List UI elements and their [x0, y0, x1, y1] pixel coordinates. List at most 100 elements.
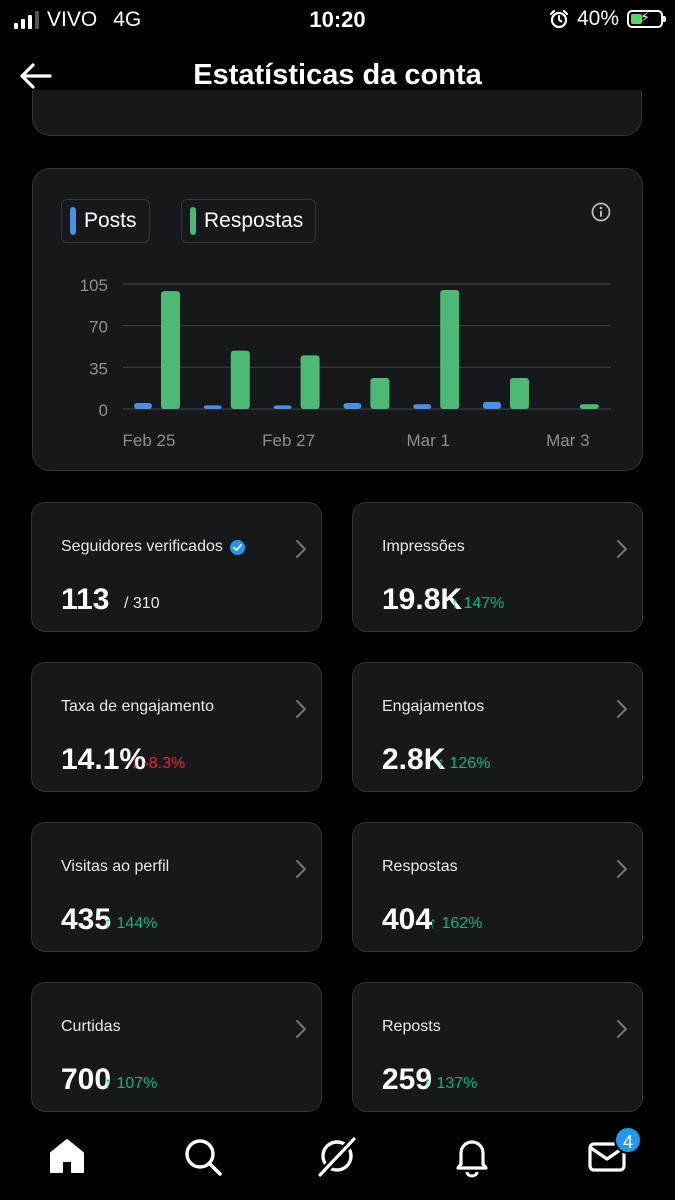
stat-card-reposts[interactable]: Reposts 259 ↑ 137%: [352, 982, 643, 1112]
bar-respostas-mar-1: [440, 289, 460, 409]
y-tick-label: 35: [89, 359, 108, 378]
search-icon[interactable]: [180, 1134, 224, 1178]
stat-value: 19.8K: [382, 583, 463, 616]
page-header: Estatísticas da conta: [0, 46, 675, 106]
stat-card-verified-followers[interactable]: Seguidores verificados 113 / 310: [31, 502, 322, 632]
bar-posts-feb-28: [343, 403, 362, 409]
bar-respostas-mar-2: [510, 378, 529, 409]
stat-card-engagements[interactable]: Engajamentos 2.8K ↑ 126%: [352, 662, 643, 792]
chevron-right-icon: [617, 540, 627, 558]
bar-posts-feb-27: [273, 405, 292, 409]
stat-label-text: Seguidores verificados: [61, 538, 223, 555]
back-arrow-icon[interactable]: [18, 60, 54, 92]
stat-label-text: Respostas: [382, 858, 458, 875]
x-tick-label: Mar 3: [546, 431, 589, 450]
status-bar-left: VIVO 4G: [14, 8, 141, 32]
mail-icon[interactable]: [585, 1134, 629, 1178]
x-tick-label: Mar 1: [406, 431, 449, 450]
stat-card-replies[interactable]: Respostas 404 ↑ 162%: [352, 822, 643, 952]
bottom-tab-bar: [0, 1112, 675, 1200]
stat-card-impressions[interactable]: Impressões 19.8K ↑ 147%: [352, 502, 643, 632]
chevron-right-icon: [296, 860, 306, 878]
chevron-right-icon: [617, 1020, 627, 1038]
chevron-right-icon: [617, 860, 627, 878]
chevron-right-icon: [617, 700, 627, 718]
stat-label-text: Impressões: [382, 538, 465, 555]
legend-posts-swatch: [70, 207, 76, 235]
bar-chart: 0 35 70 105 Feb 25 Feb 27 Mar 1 Mar 3: [80, 276, 611, 450]
chevron-right-icon: [296, 540, 306, 558]
stat-change: / 310: [124, 595, 160, 612]
bar-posts-feb-25: [134, 403, 152, 409]
x-tick-label: Feb 25: [123, 431, 176, 450]
stat-label-text: Visitas ao perfil: [61, 858, 170, 875]
stat-label: Impressões: [382, 538, 465, 556]
y-tick-label: 105: [80, 276, 108, 295]
stat-value: 435: [61, 903, 112, 936]
bell-icon[interactable]: [450, 1134, 494, 1178]
stat-change: ↑ 147%: [451, 595, 505, 612]
legend-respostas-label: Respostas: [204, 209, 304, 232]
bar-respostas-feb-25: [161, 291, 180, 409]
chart-card: Posts Respostas 0 35 70 105 Feb 25 Feb 27 Mar …: [32, 168, 643, 471]
stat-change: ↑ 107%: [104, 1075, 158, 1092]
stat-card-likes[interactable]: Curtidas 700 ↑ 107%: [31, 982, 322, 1112]
home-icon[interactable]: [45, 1134, 89, 1178]
grok-icon[interactable]: [315, 1134, 359, 1178]
x-tick-label: Feb 27: [262, 431, 315, 450]
y-tick-label: 0: [99, 401, 108, 420]
messages-badge: 4: [614, 1126, 642, 1154]
stat-value: 404: [382, 903, 433, 936]
legend-respostas-swatch: [190, 207, 196, 235]
stat-change: ↑ 144%: [104, 915, 158, 932]
chevron-right-icon: [296, 1020, 306, 1038]
carrier-label: VIVO: [47, 8, 98, 31]
stat-label: Visitas ao perfil: [61, 858, 169, 876]
network-label: 4G: [113, 8, 142, 31]
stat-card-engagement-rate[interactable]: Taxa de engajamento 14.1% ↓ -8.3%: [31, 662, 322, 792]
page-title: Estatísticas da conta: [193, 59, 482, 91]
status-bar-right: 40% ⚡: [549, 7, 666, 31]
stat-value: 259: [382, 1063, 433, 1096]
previous-card: [32, 90, 642, 136]
stat-label-text: Curtidas: [61, 1018, 121, 1035]
stat-label: Respostas: [382, 858, 458, 876]
legend-respostas[interactable]: Respostas: [181, 199, 317, 243]
bar-respostas-mar-3: [579, 404, 599, 409]
y-tick-label: 70: [89, 318, 108, 337]
bar-respostas-feb-27: [300, 355, 320, 409]
bar-respostas-feb-28: [370, 378, 390, 409]
battery-percent: 40%: [576, 7, 619, 30]
stat-label: Taxa de engajamento: [61, 698, 214, 716]
verified-badge-icon: [229, 539, 245, 555]
battery-icon: ⚡: [627, 9, 666, 28]
alarm-icon: [549, 9, 569, 29]
stat-label: Engajamentos: [382, 698, 484, 716]
stat-value: 2.8K: [382, 743, 446, 776]
stat-label: Seguidores verificados: [61, 538, 246, 556]
stat-label: Reposts: [382, 1018, 441, 1036]
stat-value: 700: [61, 1063, 112, 1096]
legend-posts[interactable]: Posts: [61, 199, 150, 243]
status-bar: VIVO 4G 10:20 40% ⚡: [0, 0, 675, 38]
bar-respostas-feb-26: [230, 350, 250, 409]
info-icon[interactable]: [590, 201, 612, 223]
stat-change: ↑ 137%: [424, 1075, 478, 1092]
stat-card-profile-visits[interactable]: Visitas ao perfil 435 ↑ 144%: [31, 822, 322, 952]
stat-value: 14.1%: [61, 743, 147, 776]
stat-value: 113: [61, 583, 110, 616]
stat-change: ↓ -8.3%: [131, 755, 186, 772]
stat-change: ↑ 162%: [429, 915, 483, 932]
bar-posts-mar-1: [413, 404, 432, 409]
stat-label-text: Engajamentos: [382, 698, 485, 715]
signal-icon: [14, 11, 39, 29]
legend-posts-label: Posts: [84, 209, 137, 232]
stat-label-text: Taxa de engajamento: [61, 698, 214, 715]
status-time: 10:20: [309, 7, 366, 32]
stat-label-text: Reposts: [382, 1018, 441, 1035]
stat-label: Curtidas: [61, 1018, 121, 1036]
bar-posts-mar-2: [483, 401, 501, 409]
chevron-right-icon: [296, 700, 306, 718]
stat-change: ↑ 126%: [437, 755, 491, 772]
bar-posts-feb-26: [203, 405, 222, 409]
